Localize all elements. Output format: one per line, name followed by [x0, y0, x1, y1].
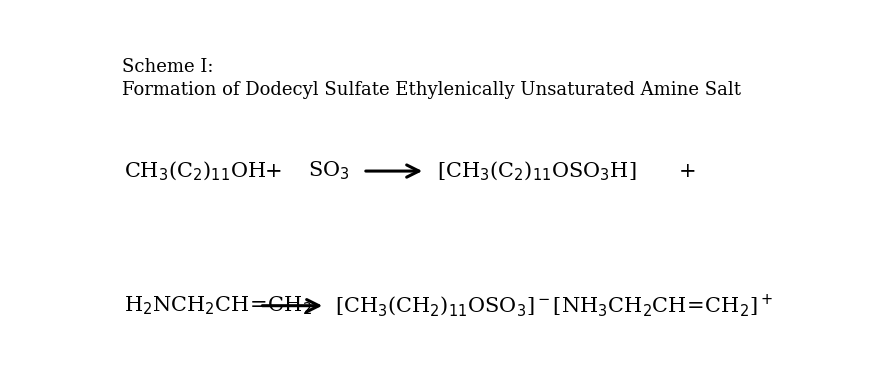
Text: +: + — [264, 162, 282, 180]
Text: [CH$_3$(C$_2$)$_{11}$OSO$_3$H]: [CH$_3$(C$_2$)$_{11}$OSO$_3$H] — [437, 159, 636, 183]
Text: H$_2$NCH$_2$CH$\!=\!$CH$_2$: H$_2$NCH$_2$CH$\!=\!$CH$_2$ — [124, 294, 312, 317]
Text: CH$_3$(C$_2$)$_{11}$OH: CH$_3$(C$_2$)$_{11}$OH — [124, 159, 266, 183]
Text: +: + — [678, 162, 696, 180]
Text: Formation of Dodecyl Sulfate Ethylenically Unsaturated Amine Salt: Formation of Dodecyl Sulfate Ethylenical… — [122, 81, 740, 99]
Text: SO$_3$: SO$_3$ — [308, 160, 350, 182]
Text: Scheme I:: Scheme I: — [122, 58, 213, 76]
Text: [CH$_3$(CH$_2$)$_{11}$OSO$_3$]$^-$[NH$_3$CH$_2$CH$\!=\!$CH$_2$]$^+$: [CH$_3$(CH$_2$)$_{11}$OSO$_3$]$^-$[NH$_3… — [336, 293, 773, 319]
